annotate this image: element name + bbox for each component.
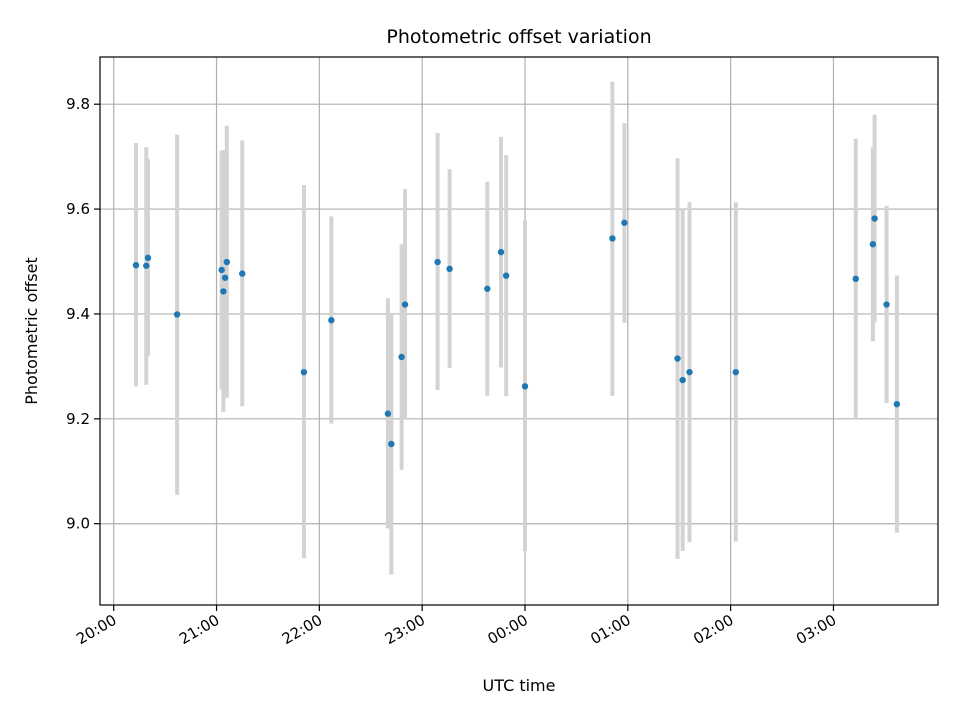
data-points [132, 215, 901, 448]
data-point [388, 440, 395, 448]
data-point [173, 311, 181, 318]
data-point [401, 301, 409, 308]
data-point [686, 368, 693, 376]
data-point [484, 285, 491, 292]
data-point [732, 368, 739, 376]
data-point [871, 215, 878, 222]
data-point [497, 248, 505, 256]
y-tick-label: 9.0 [66, 515, 90, 533]
data-point [398, 353, 405, 361]
data-point [893, 400, 901, 408]
data-point [679, 376, 686, 384]
data-point [674, 355, 681, 362]
data-point [218, 266, 225, 274]
data-point [502, 272, 510, 279]
y-tick-label: 9.2 [66, 410, 90, 428]
data-point [434, 258, 441, 266]
x-axis-title: UTC time [483, 676, 556, 695]
data-point [132, 261, 140, 269]
data-point [446, 265, 453, 273]
y-tick-label: 9.8 [66, 95, 90, 113]
data-point [609, 235, 616, 242]
data-point [223, 258, 231, 266]
data-point [143, 262, 150, 269]
y-axis-ticks: 9.0 9.2 9.4 9.6 9.8 [66, 95, 100, 533]
data-point [869, 241, 877, 248]
plot-frame [99, 56, 939, 606]
data-point [384, 410, 392, 417]
data-point [852, 275, 859, 283]
y-axis-title: Photometric offset [22, 257, 41, 405]
data-point [220, 288, 227, 295]
data-point [328, 317, 335, 324]
y-tick-label: 9.4 [66, 305, 90, 323]
data-point [221, 274, 229, 281]
data-point [521, 383, 529, 390]
data-point [300, 368, 308, 376]
data-point [621, 219, 628, 226]
y-tick-label: 9.6 [66, 200, 90, 218]
data-point [239, 270, 246, 277]
chart-title: Photometric offset variation [386, 26, 651, 48]
data-point [144, 254, 152, 262]
data-point [883, 301, 890, 308]
